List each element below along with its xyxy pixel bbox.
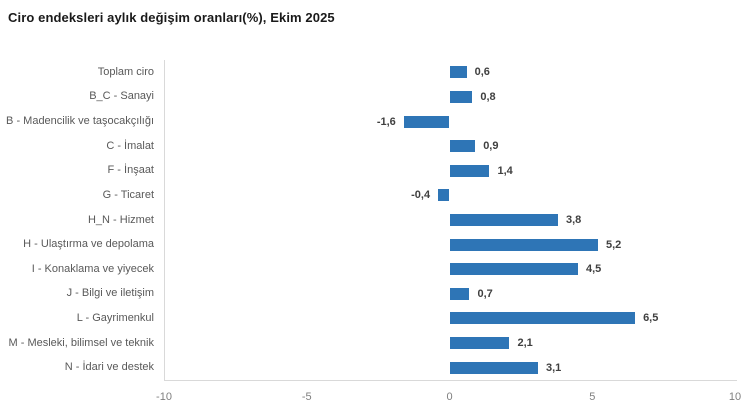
bar [449,238,598,251]
y-axis-line [164,60,165,380]
x-tick-label: -5 [301,391,312,403]
x-axis-line [164,380,737,381]
bar [449,164,490,177]
category-label: B - Madencilik ve taşocakçılığı [6,115,154,128]
bar [449,312,636,325]
bar [403,115,450,128]
category-label: M - Mesleki, bilimsel ve teknik [8,336,154,349]
value-label: 0,7 [477,287,493,300]
bar [449,90,473,103]
bar [449,214,558,226]
value-label: 1,4 [497,164,513,177]
category-label: Toplam ciro [97,65,154,78]
category-label: C - İmalat [106,139,154,152]
value-label: 3,1 [546,361,562,374]
category-label: J - Bilgi ve iletişim [66,287,154,300]
category-label: N - İdari ve destek [64,361,154,374]
x-tick-label: 0 [446,391,453,403]
value-label: -1,6 [376,115,396,128]
value-label: 3,8 [565,214,582,226]
value-label: 0,8 [480,90,496,103]
value-label: 0,9 [483,140,499,153]
category-label: L - Gayrimenkul [76,311,154,324]
bar [449,140,476,153]
category-label: F - İnşaat [107,164,154,177]
category-label: I - Konaklama ve yiyecek [31,262,154,275]
x-tick-label: 5 [589,391,596,403]
value-label: 0,6 [474,66,490,79]
bar [449,263,578,276]
value-label: 4,5 [585,263,602,276]
bar [449,337,510,350]
bar [449,287,470,300]
value-label: 6,5 [643,312,659,325]
x-tick-label: -10 [156,391,172,403]
value-label: 5,2 [605,238,622,251]
value-label: 2,1 [517,337,533,350]
category-label: H - Ulaştırma ve depolama [23,238,154,251]
category-label: B_C - Sanayi [89,90,154,103]
bar [449,66,467,79]
category-label: H_N - Hizmet [87,213,154,226]
category-label: G - Ticaret [102,188,154,201]
x-tick-label: 10 [728,391,742,403]
bar [438,189,450,202]
chart-title: Ciro endeksleri aylık değişim oranları(%… [8,10,335,25]
value-label: -0,4 [411,189,431,202]
bar [449,361,538,374]
